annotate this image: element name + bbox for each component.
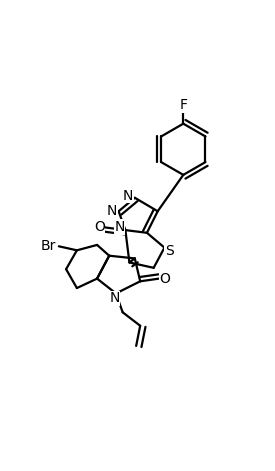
- Text: N: N: [123, 188, 133, 203]
- Text: N: N: [107, 204, 117, 218]
- Text: F: F: [179, 98, 187, 112]
- Text: Br: Br: [40, 239, 56, 253]
- Text: N: N: [114, 220, 125, 234]
- Text: S: S: [165, 244, 174, 258]
- Text: N: N: [109, 291, 120, 305]
- Text: O: O: [160, 272, 170, 285]
- Text: O: O: [94, 220, 105, 235]
